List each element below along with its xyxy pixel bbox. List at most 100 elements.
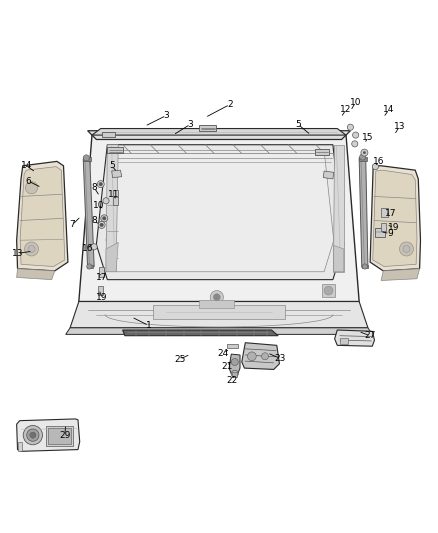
Circle shape — [102, 216, 106, 220]
Text: 8: 8 — [91, 216, 97, 225]
Polygon shape — [381, 269, 420, 280]
Text: 5: 5 — [109, 161, 115, 170]
Bar — [322, 284, 335, 297]
Text: 7: 7 — [69, 220, 75, 229]
Polygon shape — [83, 159, 94, 268]
Polygon shape — [229, 354, 240, 374]
Polygon shape — [323, 171, 334, 179]
Circle shape — [30, 432, 36, 438]
Bar — [113, 190, 118, 205]
Polygon shape — [96, 145, 344, 280]
Text: 16: 16 — [373, 157, 385, 166]
Text: 25: 25 — [174, 355, 185, 364]
Bar — [232, 373, 237, 377]
Circle shape — [324, 286, 333, 295]
Circle shape — [100, 223, 103, 227]
Text: 5: 5 — [295, 119, 301, 128]
Circle shape — [213, 294, 220, 301]
Polygon shape — [373, 170, 417, 266]
Text: 3: 3 — [187, 119, 194, 128]
Polygon shape — [17, 161, 68, 271]
Text: 14: 14 — [21, 161, 32, 170]
Circle shape — [83, 155, 89, 161]
Polygon shape — [66, 328, 372, 334]
Text: 19: 19 — [96, 293, 107, 302]
Circle shape — [362, 264, 367, 269]
Circle shape — [361, 149, 368, 156]
Polygon shape — [370, 166, 420, 271]
Text: 27: 27 — [364, 331, 376, 340]
Polygon shape — [106, 145, 118, 272]
Polygon shape — [106, 150, 334, 272]
Polygon shape — [123, 330, 278, 336]
Bar — [83, 157, 91, 160]
Polygon shape — [88, 131, 350, 140]
Circle shape — [372, 164, 378, 169]
Circle shape — [399, 242, 413, 256]
Text: 23: 23 — [275, 354, 286, 363]
Polygon shape — [17, 269, 55, 280]
Text: 14: 14 — [383, 105, 395, 114]
Circle shape — [25, 182, 38, 194]
Bar — [362, 265, 368, 268]
Text: 29: 29 — [59, 431, 71, 440]
Polygon shape — [334, 246, 344, 272]
Circle shape — [261, 353, 268, 360]
Polygon shape — [112, 170, 122, 177]
Polygon shape — [17, 419, 80, 451]
Bar — [18, 442, 22, 451]
Text: 13: 13 — [12, 249, 23, 258]
Circle shape — [87, 264, 92, 269]
Polygon shape — [79, 135, 359, 302]
Circle shape — [360, 154, 366, 160]
Text: 19: 19 — [389, 223, 400, 231]
Polygon shape — [70, 302, 368, 328]
Circle shape — [210, 290, 223, 304]
Polygon shape — [335, 330, 374, 346]
Circle shape — [23, 425, 42, 445]
Circle shape — [28, 246, 35, 253]
Circle shape — [97, 181, 104, 188]
Bar — [199, 125, 216, 131]
Bar — [46, 426, 73, 446]
Circle shape — [231, 359, 238, 366]
Circle shape — [25, 242, 39, 256]
Bar — [107, 147, 123, 154]
Bar — [98, 286, 103, 295]
Bar — [99, 268, 104, 277]
Text: 9: 9 — [387, 229, 393, 238]
Circle shape — [247, 352, 256, 361]
Text: 17: 17 — [385, 209, 397, 219]
Text: 12: 12 — [340, 105, 352, 114]
Circle shape — [231, 370, 238, 377]
Text: 2: 2 — [227, 100, 233, 109]
Circle shape — [363, 151, 366, 154]
Bar — [375, 228, 385, 237]
Circle shape — [98, 221, 105, 229]
Polygon shape — [333, 145, 344, 272]
Bar — [381, 223, 386, 231]
Circle shape — [353, 132, 359, 138]
Text: 1: 1 — [146, 321, 152, 330]
Text: 8: 8 — [91, 183, 97, 192]
Bar — [48, 428, 71, 445]
Bar — [102, 132, 115, 138]
Bar — [87, 265, 93, 268]
Bar — [227, 344, 238, 348]
Circle shape — [347, 124, 353, 130]
Polygon shape — [20, 167, 65, 266]
Bar — [199, 300, 234, 308]
Bar — [359, 157, 367, 160]
Circle shape — [99, 182, 102, 186]
Circle shape — [91, 244, 97, 250]
Text: 3: 3 — [163, 111, 170, 120]
Circle shape — [101, 215, 108, 222]
Text: 21: 21 — [221, 362, 233, 371]
Polygon shape — [106, 243, 118, 272]
Text: 10: 10 — [93, 201, 104, 209]
Polygon shape — [359, 158, 368, 268]
Text: 24: 24 — [218, 349, 229, 358]
Text: 10: 10 — [350, 98, 361, 107]
Text: 13: 13 — [394, 122, 405, 131]
Text: 22: 22 — [226, 376, 238, 385]
